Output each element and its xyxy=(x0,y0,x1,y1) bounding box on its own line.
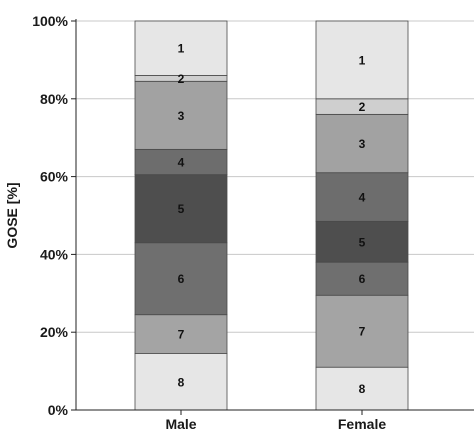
bar-segment-label: 5 xyxy=(178,202,185,216)
bar-segment xyxy=(315,294,409,368)
bar-segment-label: 6 xyxy=(359,272,366,286)
bar-segment-label: 2 xyxy=(178,72,185,86)
y-tick-label: 20% xyxy=(40,324,69,340)
x-tick-label: Female xyxy=(338,416,386,431)
bar-segment xyxy=(315,261,409,296)
y-tick-label: 100% xyxy=(32,13,68,29)
y-tick-label: 0% xyxy=(48,402,69,418)
bar-segment-label: 2 xyxy=(359,100,366,114)
bar-segment-label: 8 xyxy=(359,382,366,396)
bar-segment xyxy=(134,20,228,76)
x-axis-ticks: Male Female xyxy=(165,410,386,431)
bar-segment xyxy=(134,314,228,354)
y-tick-label: 80% xyxy=(40,91,69,107)
y-tick-label: 40% xyxy=(40,246,69,262)
bar-segment-label: 8 xyxy=(178,375,185,389)
bar-segment-label: 3 xyxy=(178,109,185,123)
bar-segment xyxy=(315,113,409,174)
bar-segment-label: 5 xyxy=(359,235,366,249)
segment-labels: 8 7 6 5 4 3 2 1 8 7 6 5 4 3 2 1 xyxy=(178,42,366,396)
x-tick-label: Male xyxy=(165,416,196,431)
bar-segment xyxy=(134,353,228,411)
bar-segment-label: 3 xyxy=(359,137,366,151)
bar-segment-label: 6 xyxy=(178,272,185,286)
bar-segment-label: 4 xyxy=(359,191,366,205)
bar-segment xyxy=(315,220,409,263)
bar-segment-label: 7 xyxy=(178,328,185,342)
bars xyxy=(134,20,409,411)
bar-segment-label: 1 xyxy=(178,42,185,56)
y-axis-ticks: 0% 20% 40% 60% 80% 100% xyxy=(32,13,76,418)
y-tick-label: 60% xyxy=(40,169,69,185)
bar-segment-label: 7 xyxy=(359,325,366,339)
bar-segment-label: 1 xyxy=(359,53,366,67)
bar-segment-label: 4 xyxy=(178,156,185,170)
bar-segment xyxy=(315,172,409,222)
bar-segment xyxy=(315,20,409,100)
y-axis-title: GOSE [%] xyxy=(4,182,20,248)
